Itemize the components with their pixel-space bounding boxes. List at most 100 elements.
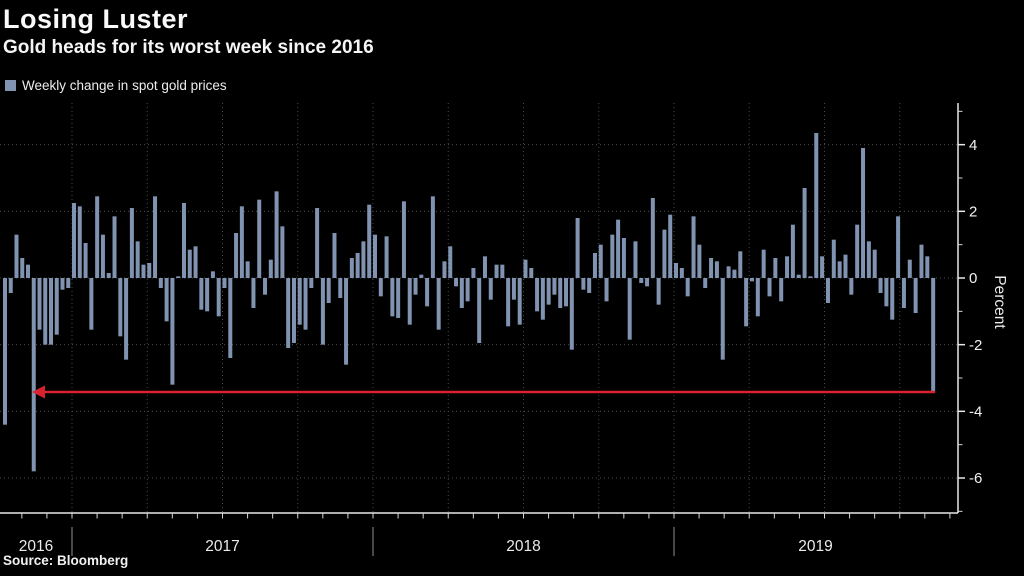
legend-swatch-icon <box>5 80 16 91</box>
bar <box>564 278 569 307</box>
bar <box>790 224 795 278</box>
bar <box>367 204 372 278</box>
y-tick-label: 2 <box>969 204 977 221</box>
bar <box>679 268 684 278</box>
bar <box>95 196 100 278</box>
bar <box>448 246 453 278</box>
bar <box>147 263 152 278</box>
bar <box>907 259 912 278</box>
bar <box>581 278 586 290</box>
bar <box>442 261 447 278</box>
bar <box>925 256 930 278</box>
bar <box>430 196 435 278</box>
bar <box>861 148 866 278</box>
bar <box>164 278 169 322</box>
bar <box>454 278 459 287</box>
bar <box>662 229 667 278</box>
bar <box>837 261 842 278</box>
bar <box>546 278 551 305</box>
bar <box>535 278 540 312</box>
bar <box>779 278 784 302</box>
bar <box>523 259 528 278</box>
bar <box>656 278 661 305</box>
bar <box>843 254 848 278</box>
bar <box>320 278 325 345</box>
bar <box>668 214 673 278</box>
bar <box>517 278 522 325</box>
bar <box>610 234 615 278</box>
bar <box>216 278 221 317</box>
chart-title: Losing Luster <box>3 4 189 34</box>
bar <box>118 278 123 337</box>
bar <box>43 278 48 345</box>
bar <box>494 264 499 278</box>
bar <box>697 244 702 278</box>
bar <box>796 274 801 278</box>
x-year-label: 2017 <box>205 538 239 555</box>
bar <box>263 278 268 295</box>
bar <box>703 278 708 288</box>
bar <box>8 278 13 293</box>
bar <box>691 216 696 278</box>
bar <box>575 218 580 278</box>
bar <box>158 278 163 288</box>
bar <box>384 236 389 278</box>
bar <box>598 244 603 278</box>
bar <box>187 249 192 278</box>
bar <box>855 224 860 278</box>
bar <box>66 278 71 288</box>
bar <box>309 278 314 288</box>
legend-label: Weekly change in spot gold prices <box>22 78 227 93</box>
bar <box>633 241 638 278</box>
bar <box>419 274 424 278</box>
bar <box>604 278 609 302</box>
bar <box>650 198 655 278</box>
bar <box>459 278 464 308</box>
bar <box>878 278 883 293</box>
bar <box>26 264 30 278</box>
bar <box>205 278 210 312</box>
bar <box>390 278 395 317</box>
bar <box>621 238 626 278</box>
bar <box>210 271 215 278</box>
bar <box>709 258 714 278</box>
bar <box>124 278 129 360</box>
bar <box>303 278 308 330</box>
bar <box>373 234 377 278</box>
bar <box>251 278 256 308</box>
y-tick-label: -4 <box>969 404 982 421</box>
bar <box>744 278 749 327</box>
bar <box>3 278 7 425</box>
bar <box>176 276 181 278</box>
bar <box>355 253 360 278</box>
y-tick-label: -6 <box>969 470 982 487</box>
bar <box>83 243 88 278</box>
x-year-label: 2018 <box>506 538 540 555</box>
chart-subtitle: Gold heads for its worst week since 2016 <box>3 37 374 58</box>
bar <box>378 278 383 297</box>
bar <box>592 253 597 278</box>
bar <box>361 241 366 278</box>
bar <box>49 278 53 345</box>
bar <box>831 239 836 278</box>
bar <box>332 233 337 278</box>
bar <box>896 216 901 278</box>
bar <box>129 208 134 278</box>
bar <box>726 266 731 278</box>
bar <box>587 278 592 293</box>
bar <box>31 278 36 472</box>
y-tick-label: -2 <box>969 337 982 354</box>
bar <box>89 278 94 330</box>
source-credit: Source: Bloomberg <box>3 553 129 568</box>
bar <box>919 244 924 278</box>
bar <box>193 246 198 278</box>
bar <box>471 268 476 278</box>
bar <box>14 234 19 278</box>
bar <box>616 219 621 278</box>
bar <box>100 234 105 278</box>
bar <box>234 233 239 278</box>
bar <box>901 278 906 308</box>
bar <box>645 278 650 287</box>
bar <box>569 278 574 350</box>
